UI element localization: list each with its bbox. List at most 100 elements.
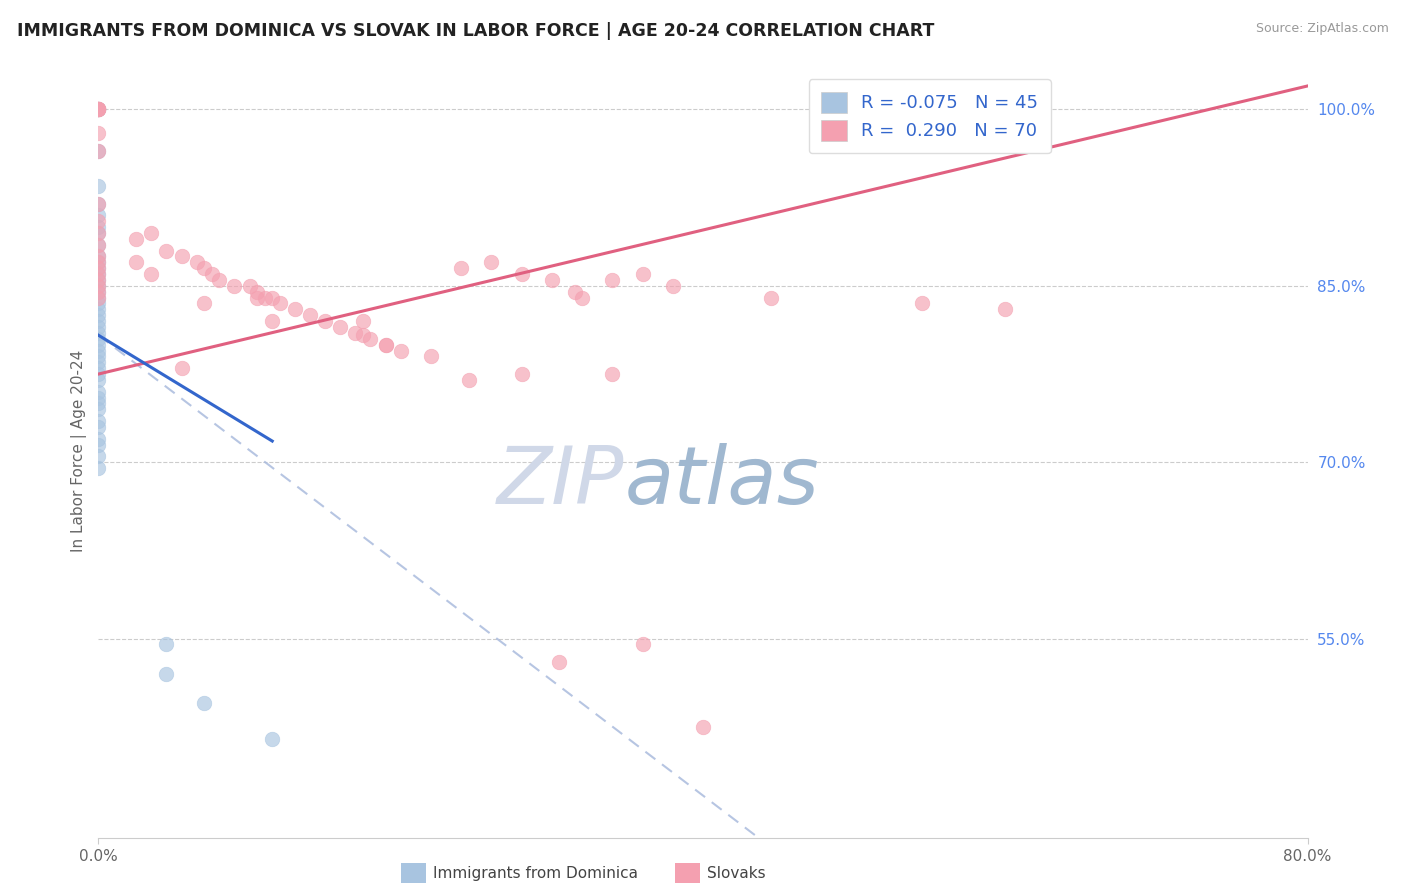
Point (87, 367, 110, 381)
Point (87, 326, 110, 340)
Y-axis label: In Labor Force | Age 20-24: In Labor Force | Age 20-24 (72, 350, 87, 551)
Point (87, 267, 110, 281)
Point (208, 273, 231, 287)
Point (87, 261, 110, 276)
Point (352, 328, 374, 343)
Point (262, 314, 284, 328)
Point (87, 178, 110, 193)
Point (87, 384, 110, 399)
Point (141, 226, 163, 240)
Point (201, 267, 224, 281)
Point (87, 255, 110, 269)
Point (87, 220, 110, 235)
Point (510, 267, 533, 281)
Point (510, 367, 533, 381)
Point (87, 144, 110, 158)
Point (420, 350, 443, 364)
Point (87, 208, 110, 222)
Point (186, 255, 208, 269)
Point (269, 296, 291, 310)
Point (87, 103, 110, 117)
Text: IMMIGRANTS FROM DOMINICA VS SLOVAK IN LABOR FORCE | AGE 20-24 CORRELATION CHART: IMMIGRANTS FROM DOMINICA VS SLOVAK IN LA… (17, 22, 934, 40)
Point (374, 337, 396, 351)
Point (87, 250, 110, 264)
Point (87, 196, 110, 211)
Point (994, 302, 1017, 317)
Point (87, 402, 110, 417)
Point (911, 296, 934, 310)
Point (193, 296, 215, 310)
Point (87, 237, 110, 252)
Point (87, 226, 110, 240)
Text: Immigrants from Dominica: Immigrants from Dominica (433, 866, 638, 880)
Point (564, 285, 586, 299)
Point (87, 291, 110, 305)
Point (87, 250, 110, 264)
Point (87, 103, 110, 117)
Point (87, 296, 110, 310)
Point (87, 308, 110, 322)
Point (87, 267, 110, 281)
Text: Slovaks: Slovaks (707, 866, 766, 880)
Text: ZIP: ZIP (498, 442, 624, 521)
Point (450, 261, 472, 276)
Point (87, 261, 110, 276)
Point (540, 273, 562, 287)
Point (87, 103, 110, 117)
Point (193, 696, 215, 710)
Point (87, 461, 110, 475)
Point (602, 367, 624, 381)
Point (239, 278, 262, 293)
Point (87, 391, 110, 405)
Point (284, 302, 307, 317)
Point (87, 103, 110, 117)
Point (661, 278, 683, 293)
Point (87, 361, 110, 376)
Point (87, 273, 110, 287)
Point (246, 285, 269, 299)
Point (87, 450, 110, 464)
Point (87, 273, 110, 287)
Point (759, 291, 782, 305)
Point (87, 332, 110, 346)
Point (87, 373, 110, 387)
Point (692, 720, 714, 734)
Point (481, 255, 503, 269)
Point (87, 103, 110, 117)
Point (87, 103, 110, 117)
Point (87, 302, 110, 317)
Point (87, 437, 110, 451)
Point (141, 267, 163, 281)
Point (374, 337, 396, 351)
Point (87, 285, 110, 299)
Point (87, 396, 110, 410)
Point (87, 337, 110, 351)
Text: Source: ZipAtlas.com: Source: ZipAtlas.com (1256, 22, 1389, 36)
Point (87, 314, 110, 328)
Point (87, 291, 110, 305)
Point (170, 250, 193, 264)
Point (360, 332, 382, 346)
Point (87, 237, 110, 252)
Point (87, 278, 110, 293)
Point (344, 326, 367, 340)
Point (224, 278, 246, 293)
Point (253, 291, 276, 305)
Point (87, 350, 110, 364)
Text: atlas: atlas (624, 442, 820, 521)
Point (631, 637, 654, 651)
Point (299, 308, 322, 322)
Point (87, 414, 110, 428)
Point (262, 291, 284, 305)
Point (329, 320, 352, 334)
Point (246, 291, 269, 305)
Point (87, 432, 110, 446)
Point (125, 255, 148, 269)
Point (87, 126, 110, 140)
Point (87, 144, 110, 158)
Point (87, 285, 110, 299)
Legend: R = -0.075   N = 45, R =  0.290   N = 70: R = -0.075 N = 45, R = 0.290 N = 70 (808, 79, 1050, 153)
Point (193, 261, 215, 276)
Point (87, 343, 110, 358)
Point (155, 666, 177, 681)
